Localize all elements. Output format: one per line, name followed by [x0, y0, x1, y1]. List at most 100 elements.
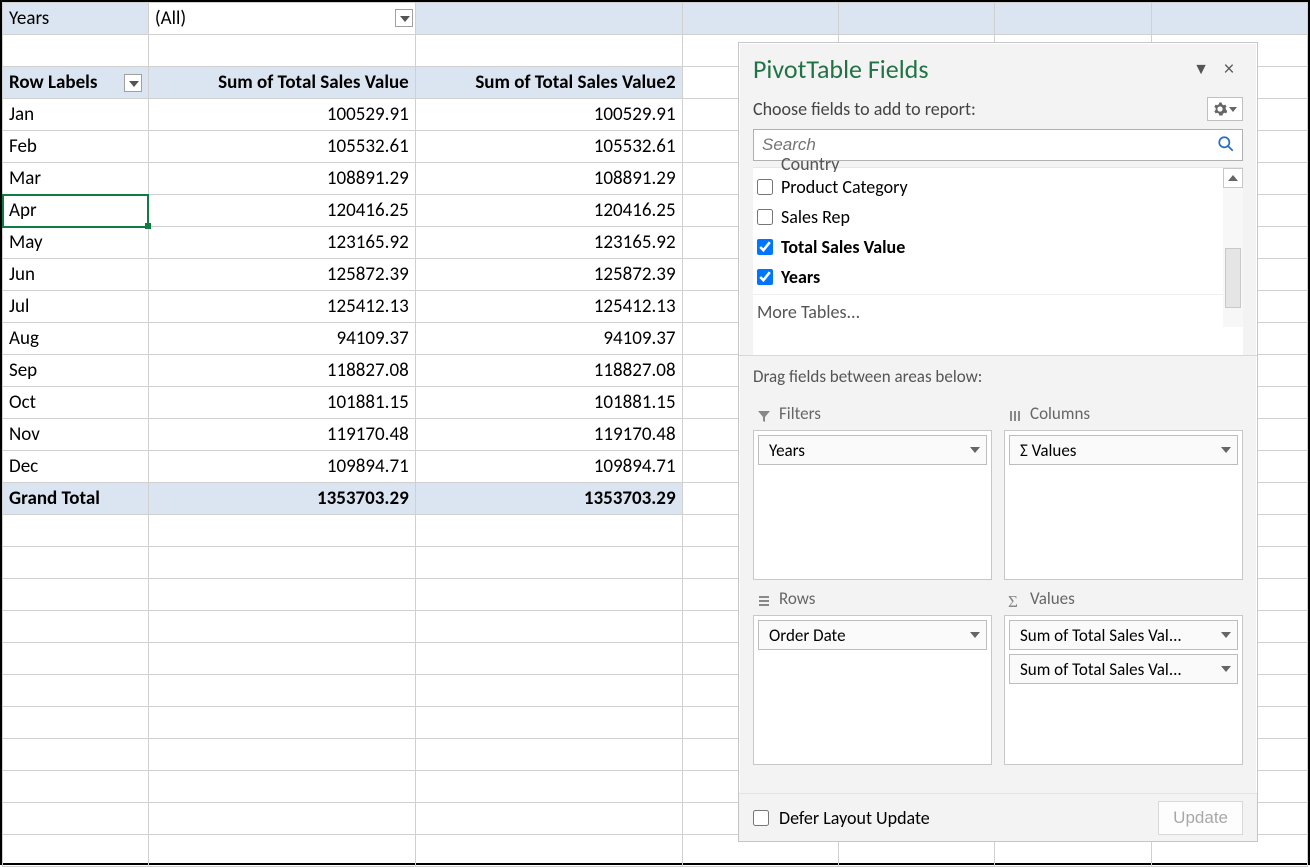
field-label: Product Category [781, 176, 908, 198]
pill-label: Sum of Total Sales Val... [1020, 625, 1182, 646]
values-dropzone[interactable]: Sum of Total Sales Val... Sum of Total Sa… [1004, 615, 1243, 765]
row-value-2[interactable]: 108891.29 [415, 163, 682, 195]
pill-label: Order Date [769, 625, 846, 646]
area-pill[interactable]: Σ Values [1009, 435, 1238, 465]
row-value-1[interactable]: 123165.92 [148, 227, 415, 259]
grand-total-label: Grand Total [3, 483, 149, 515]
row-value-1[interactable]: 101881.15 [148, 387, 415, 419]
row-label[interactable]: Jun [3, 259, 149, 291]
row-label[interactable]: Mar [3, 163, 149, 195]
rows-dropzone[interactable]: Order Date [753, 615, 992, 765]
scroll-up-icon[interactable] [1223, 168, 1243, 188]
row-label[interactable]: Jan [3, 99, 149, 131]
filters-area: Filters Years [753, 395, 992, 580]
chevron-down-icon[interactable] [970, 632, 980, 638]
row-label[interactable]: Nov [3, 419, 149, 451]
row-value-2[interactable]: 120416.25 [415, 195, 682, 227]
row-value-2[interactable]: 123165.92 [415, 227, 682, 259]
drag-instruction: Drag fields between areas below: [739, 355, 1257, 395]
row-label[interactable]: Jul [3, 291, 149, 323]
filter-value-text: (All) [155, 7, 186, 30]
row-value-2[interactable]: 100529.91 [415, 99, 682, 131]
row-value-2[interactable]: 109894.71 [415, 451, 682, 483]
pill-label: Sum of Total Sales Val... [1020, 659, 1182, 680]
update-button[interactable]: Update [1158, 801, 1243, 835]
row-value-1[interactable]: 108891.29 [148, 163, 415, 195]
rows-icon [757, 592, 771, 606]
search-icon[interactable] [1217, 135, 1235, 158]
values-area: ΣValues Sum of Total Sales Val...Sum of … [1004, 580, 1243, 765]
filter-dropdown-icon[interactable] [395, 9, 413, 27]
row-value-2[interactable]: 118827.08 [415, 355, 682, 387]
row-labels-text: Row Labels [9, 71, 97, 94]
row-value-2[interactable]: 94109.37 [415, 323, 682, 355]
area-pill[interactable]: Order Date [758, 620, 987, 650]
row-value-2[interactable]: 101881.15 [415, 387, 682, 419]
pill-label: Years [769, 440, 805, 461]
more-tables-link[interactable]: More Tables... ▾ [753, 294, 1243, 329]
pane-menu-icon[interactable]: ▼ [1187, 60, 1215, 79]
columns-icon [1008, 407, 1022, 421]
field-list[interactable]: Country Product CategorySales RepTotal S… [753, 167, 1243, 355]
field-checkbox[interactable] [757, 209, 773, 225]
chevron-down-icon[interactable] [970, 447, 980, 453]
row-label[interactable]: Feb [3, 131, 149, 163]
row-value-1[interactable]: 119170.48 [148, 419, 415, 451]
row-value-1[interactable]: 125412.13 [148, 291, 415, 323]
row-label[interactable]: Sep [3, 355, 149, 387]
close-icon[interactable]: × [1215, 57, 1243, 81]
field-checkbox[interactable] [757, 239, 773, 255]
row-label[interactable]: May [3, 227, 149, 259]
chevron-down-icon[interactable] [1221, 447, 1231, 453]
grand-total-v1: 1353703.29 [148, 483, 415, 515]
pane-subtitle: Choose fields to add to report: [753, 98, 1207, 120]
field-label: Total Sales Value [781, 236, 905, 258]
pane-title: PivotTable Fields [753, 53, 1187, 85]
field-item[interactable]: Product Category [757, 172, 1239, 202]
filters-dropzone[interactable]: Years [753, 430, 992, 580]
field-label: Sales Rep [781, 206, 850, 228]
row-value-1[interactable]: 109894.71 [148, 451, 415, 483]
row-label[interactable]: Dec [3, 451, 149, 483]
field-item[interactable]: Years [757, 262, 1239, 292]
field-scrollbar[interactable] [1223, 168, 1243, 327]
field-checkbox[interactable] [757, 179, 773, 195]
row-value-1[interactable]: 125872.39 [148, 259, 415, 291]
field-item[interactable]: Sales Rep [757, 202, 1239, 232]
field-checkbox[interactable] [757, 269, 773, 285]
row-value-2[interactable]: 105532.61 [415, 131, 682, 163]
pivottable-fields-pane: PivotTable Fields ▼ × Choose fields to a… [738, 42, 1258, 842]
row-value-1[interactable]: 105532.61 [148, 131, 415, 163]
chevron-down-icon[interactable] [1221, 632, 1231, 638]
grand-total-v2: 1353703.29 [415, 483, 682, 515]
row-label[interactable]: Apr [3, 195, 149, 227]
row-labels-dropdown-icon[interactable] [124, 74, 142, 92]
row-labels-header[interactable]: Row Labels [3, 67, 149, 99]
row-value-1[interactable]: 118827.08 [148, 355, 415, 387]
field-item-clipped[interactable]: Country [757, 156, 1239, 172]
defer-checkbox[interactable] [753, 810, 769, 826]
area-pill[interactable]: Sum of Total Sales Val... [1009, 620, 1238, 650]
columns-dropzone[interactable]: Σ Values [1004, 430, 1243, 580]
filter-value-cell[interactable]: (All) [148, 3, 415, 35]
row-value-1[interactable]: 120416.25 [148, 195, 415, 227]
values-icon: Σ [1008, 592, 1022, 606]
area-pill[interactable]: Years [758, 435, 987, 465]
chevron-down-icon[interactable] [1221, 666, 1231, 672]
field-item[interactable]: Total Sales Value [757, 232, 1239, 262]
field-label: Years [781, 266, 820, 288]
rows-area: Rows Order Date [753, 580, 992, 765]
row-value-2[interactable]: 119170.48 [415, 419, 682, 451]
row-value-2[interactable]: 125872.39 [415, 259, 682, 291]
row-value-2[interactable]: 125412.13 [415, 291, 682, 323]
filter-icon [757, 407, 771, 421]
col-header-1: Sum of Total Sales Value [148, 67, 415, 99]
row-value-1[interactable]: 100529.91 [148, 99, 415, 131]
defer-label: Defer Layout Update [779, 807, 930, 829]
area-pill[interactable]: Sum of Total Sales Val... [1009, 654, 1238, 684]
row-value-1[interactable]: 94109.37 [148, 323, 415, 355]
row-label[interactable]: Oct [3, 387, 149, 419]
row-label[interactable]: Aug [3, 323, 149, 355]
scroll-thumb[interactable] [1225, 248, 1241, 308]
gear-icon[interactable] [1207, 97, 1243, 121]
